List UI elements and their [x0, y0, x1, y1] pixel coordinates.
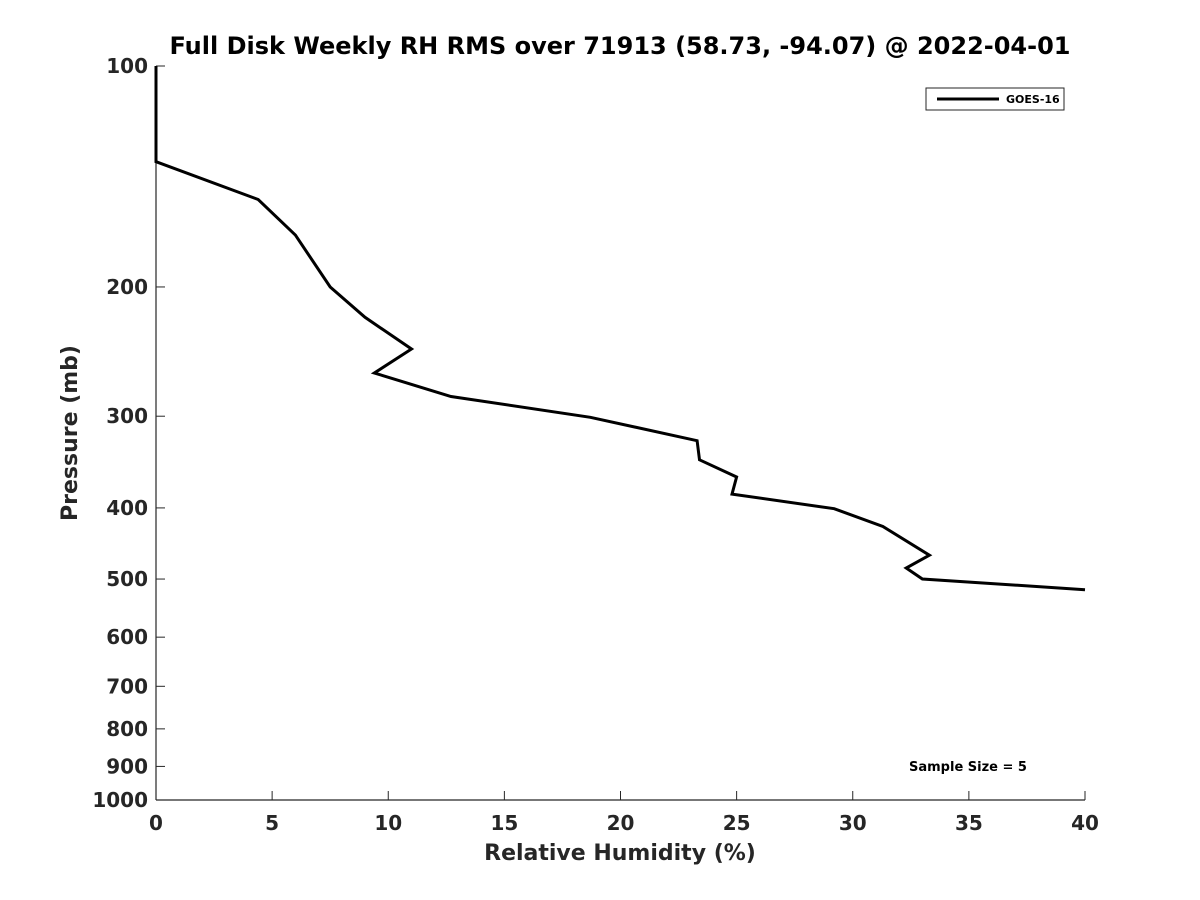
x-tick-label: 40: [1071, 811, 1099, 835]
y-tick-label: 800: [106, 717, 148, 741]
y-tick-label: 200: [106, 275, 148, 299]
series-group: [154, 66, 1086, 592]
sample-size-annotation: Sample Size = 5: [909, 760, 1027, 775]
series-line-goes-16: [154, 66, 1086, 592]
y-tick-label: 300: [106, 404, 148, 428]
legend: GOES-16: [925, 87, 1065, 111]
x-tick-label: 10: [374, 811, 402, 835]
x-tick-label: 15: [490, 811, 518, 835]
y-tick-label: 700: [106, 674, 148, 698]
y-tick-label: 600: [106, 625, 148, 649]
x-tick-label: 20: [607, 811, 635, 835]
x-tick-label: 30: [839, 811, 867, 835]
y-tick-label: 500: [106, 567, 148, 591]
x-tick-label: 35: [955, 811, 983, 835]
y-tick-label: 1000: [92, 788, 148, 812]
x-tick-label: 5: [265, 811, 279, 835]
legend-label: GOES-16: [1006, 93, 1060, 106]
x-ticks: 0 5 10 15 20 25 30 35 40: [149, 791, 1099, 835]
x-axis-label: Relative Humidity (%): [484, 841, 756, 866]
chart-title: Full Disk Weekly RH RMS over 71913 (58.7…: [169, 32, 1070, 60]
x-tick-label: 25: [723, 811, 751, 835]
y-axis-label: Pressure (mb): [58, 345, 83, 521]
y-ticks: 100 200 300 400 500 600 700 800 900 1000: [92, 54, 165, 812]
y-tick-label: 900: [106, 754, 148, 778]
x-tick-label: 0: [149, 811, 163, 835]
y-tick-label: 100: [106, 54, 148, 78]
y-tick-label: 400: [106, 496, 148, 520]
